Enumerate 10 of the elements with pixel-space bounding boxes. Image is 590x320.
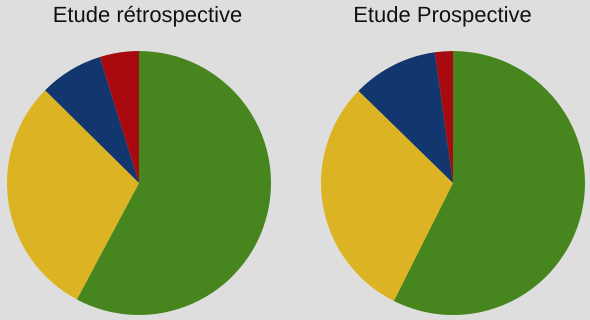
pie-slice [434,51,453,183]
chart-title: Etude rétrospective [52,2,244,29]
chart-title: Etude Prospective [352,2,533,29]
pie-slice [76,51,271,315]
pie-slice [358,52,453,183]
pie-slice [7,90,139,300]
pie-slice [45,56,139,183]
pie-slice [394,51,585,315]
pie-slice [321,90,453,301]
pie-slice [100,51,139,183]
